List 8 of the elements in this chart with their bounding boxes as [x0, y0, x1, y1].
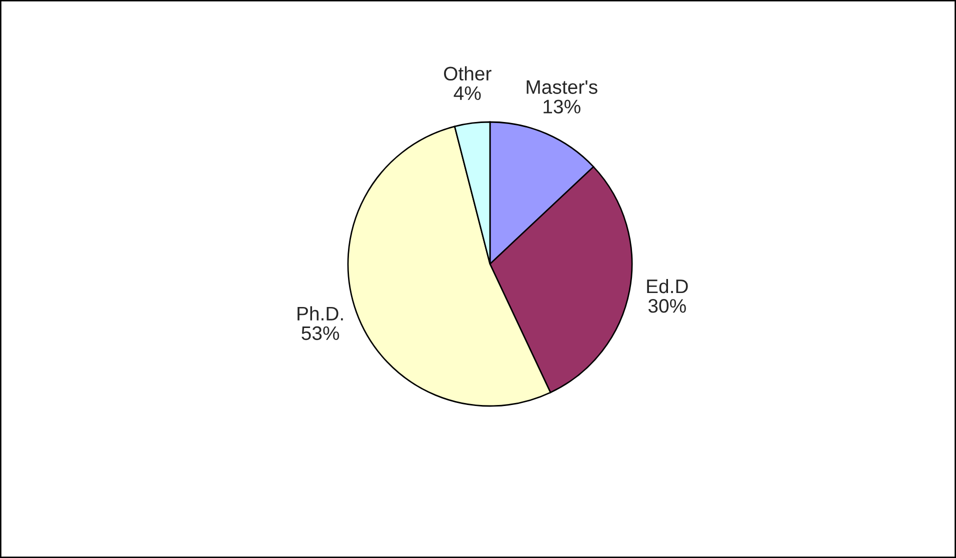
slice-label: Master's — [526, 80, 598, 94]
data-label: 13% — [544, 100, 580, 114]
slice-label: Ph.D. — [298, 306, 343, 320]
slice-label: Ed.D — [647, 278, 688, 294]
slice-label: Other — [444, 66, 492, 81]
data-label: 4% — [454, 86, 481, 100]
data-label: 30% — [648, 299, 686, 313]
data-label: 53% — [302, 326, 340, 340]
